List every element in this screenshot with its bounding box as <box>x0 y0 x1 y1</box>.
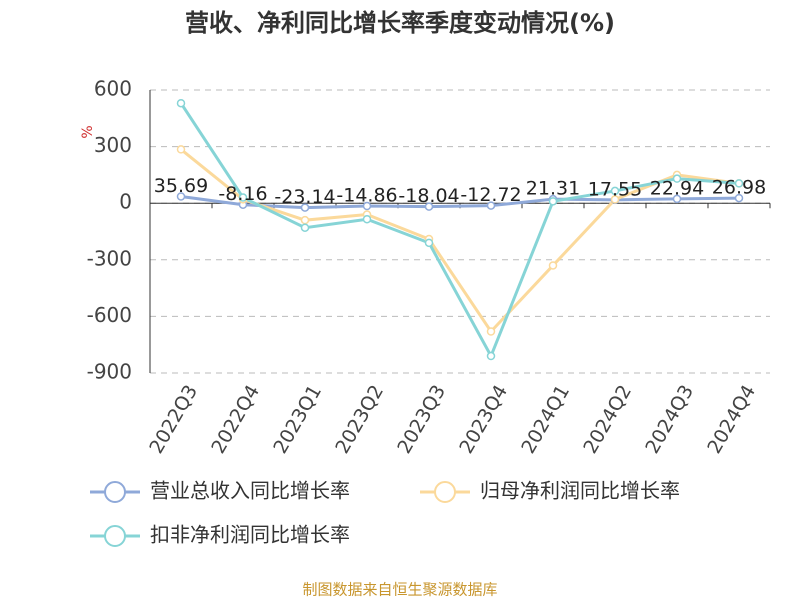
y-tick-label: -300 <box>87 246 132 270</box>
x-tick-label: 2024Q4 <box>703 381 760 457</box>
data-label: 35.69 <box>154 175 208 197</box>
x-tick-label: 2022Q4 <box>207 381 264 457</box>
series-line <box>180 194 740 210</box>
data-label: 21.31 <box>526 178 580 200</box>
x-tick-label: 2023Q1 <box>269 381 326 457</box>
legend-label: 归母净利润同比增长率 <box>480 479 680 503</box>
legend-label: 扣非净利润同比增长率 <box>150 523 350 547</box>
data-point <box>362 201 372 211</box>
legend-label: 营业总收入同比增长率 <box>150 479 350 503</box>
data-point <box>176 192 186 201</box>
data-point <box>176 98 186 108</box>
data-label: 22.94 <box>650 177 704 199</box>
data-label: -14.86 <box>336 185 397 207</box>
source-note: 制图数据来自恒生聚源数据库 <box>302 581 497 599</box>
data-point <box>734 193 744 203</box>
y-axis-label: % <box>80 125 96 138</box>
data-label: -18.04 <box>398 185 459 207</box>
x-tick-label: 2024Q3 <box>641 381 698 457</box>
data-point <box>610 186 620 196</box>
y-tick-label: 600 <box>94 77 132 101</box>
data-point <box>424 238 434 248</box>
data-label: -12.72 <box>460 184 521 206</box>
data-point <box>362 214 372 224</box>
data-label: 17.55 <box>588 178 642 200</box>
y-tick-label: 0 <box>119 190 132 214</box>
data-point <box>300 223 310 232</box>
legend-marker <box>434 481 456 503</box>
y-tick-label: -600 <box>87 303 132 327</box>
x-tick-label: 2023Q4 <box>455 381 512 457</box>
data-label: -8.16 <box>218 183 267 205</box>
y-tick-label: 300 <box>94 133 132 157</box>
series-line <box>179 102 740 360</box>
data-point <box>672 174 682 183</box>
data-point <box>610 195 620 204</box>
x-tick-label: 2024Q1 <box>517 381 574 457</box>
legend-marker <box>104 481 126 503</box>
x-tick-label: 2022Q3 <box>145 381 202 457</box>
data-point <box>672 194 682 204</box>
data-point <box>548 261 558 270</box>
data-point <box>238 193 248 202</box>
data-point <box>300 215 310 225</box>
legend-marker <box>104 525 126 547</box>
data-point <box>734 179 744 188</box>
data-point <box>486 327 496 336</box>
x-tick-label: 2023Q2 <box>331 381 388 457</box>
chart-title: 营收、净利同比增长率季度变动情况(%) <box>185 9 615 37</box>
data-label: 26.98 <box>712 177 766 199</box>
x-tick-label: 2023Q3 <box>393 381 450 457</box>
data-point <box>424 202 434 211</box>
data-point <box>486 351 496 361</box>
data-point <box>300 203 310 212</box>
y-tick-label: -900 <box>87 360 132 384</box>
series-line <box>180 148 740 334</box>
data-point <box>176 145 186 154</box>
data-point <box>486 201 496 210</box>
data-label: -23.14 <box>274 186 335 208</box>
x-tick-label: 2024Q2 <box>579 381 636 457</box>
data-point <box>548 197 558 206</box>
